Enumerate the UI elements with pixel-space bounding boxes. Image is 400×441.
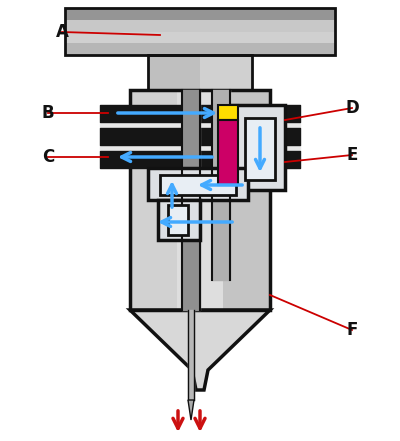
Text: C: C <box>42 148 54 166</box>
Text: E: E <box>346 146 358 164</box>
Bar <box>245 118 275 180</box>
Polygon shape <box>130 310 270 390</box>
Polygon shape <box>188 400 194 420</box>
Bar <box>130 90 270 310</box>
Bar <box>218 120 238 185</box>
Bar <box>168 205 188 235</box>
Bar <box>65 8 335 55</box>
Bar <box>148 168 248 200</box>
Text: B: B <box>42 104 54 122</box>
Text: D: D <box>345 99 359 117</box>
Bar <box>232 105 285 190</box>
Bar <box>160 175 236 195</box>
Text: F: F <box>346 321 358 339</box>
Bar <box>158 200 200 240</box>
Bar <box>218 105 238 120</box>
Bar <box>148 55 252 90</box>
Text: A: A <box>56 23 68 41</box>
